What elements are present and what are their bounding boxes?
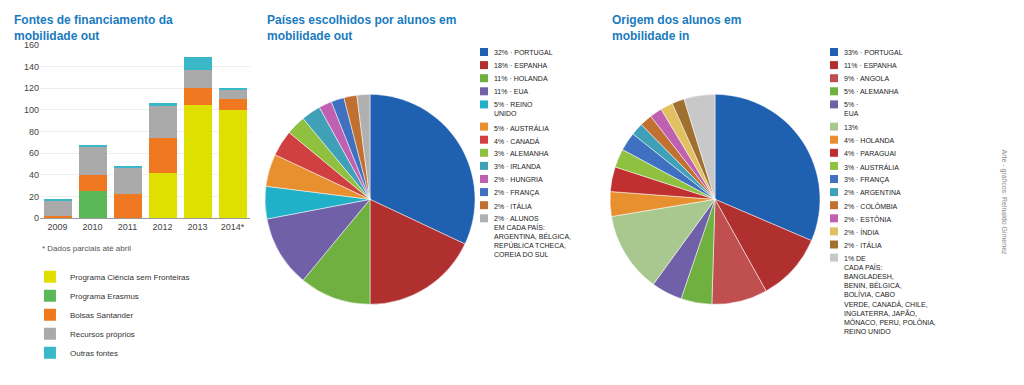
- svg-text:Bolsas Santander: Bolsas Santander: [70, 311, 133, 320]
- svg-text:33% · PORTUGAL: 33% · PORTUGAL: [844, 49, 903, 56]
- svg-text:4% · CANADÁ: 4% · CANADÁ: [494, 137, 540, 145]
- svg-text:2011: 2011: [118, 222, 137, 232]
- svg-text:2% · HUNGRIA: 2% · HUNGRIA: [494, 176, 543, 183]
- svg-text:3% · AUSTRÁLIA: 3% · AUSTRÁLIA: [844, 163, 899, 171]
- svg-text:120: 120: [24, 83, 39, 93]
- svg-text:4% · PARAGUAI: 4% · PARAGUAI: [844, 150, 896, 157]
- svg-text:Origem dos alunos emmobilidade: Origem dos alunos emmobilidade in: [612, 13, 741, 43]
- svg-text:1% DECADA PAÍS:BANGLADESH,BENI: 1% DECADA PAÍS:BANGLADESH,BENIN, BÉLGICA…: [844, 255, 936, 335]
- svg-text:3% · IRLANDA: 3% · IRLANDA: [494, 163, 541, 170]
- svg-text:140: 140: [24, 62, 39, 72]
- svg-text:100: 100: [24, 105, 39, 115]
- svg-text:3% · ALEMANHA: 3% · ALEMANHA: [494, 150, 549, 157]
- svg-text:11% · ESPANHA: 11% · ESPANHA: [844, 62, 897, 69]
- svg-text:2% · ITÁLIA: 2% · ITÁLIA: [844, 241, 882, 249]
- svg-text:20: 20: [29, 192, 39, 202]
- svg-text:2014*: 2014*: [221, 222, 245, 232]
- svg-text:Recursos próprios: Recursos próprios: [70, 330, 135, 339]
- svg-text:2% · COLÔMBIA: 2% · COLÔMBIA: [844, 202, 898, 210]
- svg-text:32% · PORTUGAL: 32% · PORTUGAL: [494, 49, 553, 56]
- svg-text:4% · HOLANDA: 4% · HOLANDA: [844, 137, 895, 144]
- svg-text:2% · ALUNOSEM CADA PAÍS:ARGENT: 2% · ALUNOSEM CADA PAÍS:ARGENTINA, BÉLGI…: [494, 215, 571, 258]
- svg-text:60: 60: [29, 148, 39, 158]
- svg-text:2% · ÍNDIA: 2% · ÍNDIA: [844, 228, 879, 236]
- svg-text:80: 80: [29, 127, 39, 137]
- svg-text:11% · EUA: 11% · EUA: [494, 88, 528, 95]
- svg-text:0: 0: [34, 213, 39, 223]
- svg-text:2009: 2009: [47, 222, 67, 232]
- svg-text:2012: 2012: [152, 222, 172, 232]
- svg-text:Programa Ciência sem Fronteira: Programa Ciência sem Fronteiras: [70, 273, 190, 282]
- svg-text:18% · ESPANHA: 18% · ESPANHA: [494, 62, 547, 69]
- svg-text:11% · HOLANDA: 11% · HOLANDA: [494, 75, 548, 82]
- svg-text:13%: 13%: [844, 124, 858, 131]
- svg-text:2013: 2013: [187, 222, 207, 232]
- svg-text:5% · REINOUNIDO: 5% · REINOUNIDO: [494, 101, 533, 117]
- svg-text:9% · ANGOLA: 9% · ANGOLA: [844, 75, 889, 82]
- svg-text:Outras fontes: Outras fontes: [70, 349, 118, 358]
- svg-text:* Dados parciais até abril: * Dados parciais até abril: [42, 244, 131, 253]
- svg-text:Fontes de financiamento damobi: Fontes de financiamento damobilidade out: [14, 13, 173, 43]
- svg-text:3% · FRANÇA: 3% · FRANÇA: [844, 176, 889, 184]
- svg-text:2% · ITÁLIA: 2% · ITÁLIA: [494, 202, 532, 210]
- svg-text:160: 160: [24, 40, 39, 50]
- svg-text:Arte - gráficos: Reinaldo Gime: Arte - gráficos: Reinaldo Gimenez: [1000, 150, 1008, 256]
- svg-text:40: 40: [29, 170, 39, 180]
- svg-text:Países escolhidos por alunos e: Países escolhidos por alunos emmobilidad…: [267, 13, 456, 43]
- svg-text:2% · ARGENTINA: 2% · ARGENTINA: [844, 189, 901, 196]
- svg-text:5% · AUSTRÁLIA: 5% · AUSTRÁLIA: [494, 124, 549, 132]
- svg-text:2% · FRANÇA: 2% · FRANÇA: [494, 189, 539, 197]
- svg-text:5% · ALEMANHA: 5% · ALEMANHA: [844, 88, 899, 95]
- svg-text:2% · ESTÔNIA: 2% · ESTÔNIA: [844, 215, 891, 223]
- svg-text:2010: 2010: [82, 222, 102, 232]
- svg-text:Programa Erasmus: Programa Erasmus: [70, 292, 139, 301]
- svg-text:5% ·EUA: 5% ·EUA: [844, 101, 859, 117]
